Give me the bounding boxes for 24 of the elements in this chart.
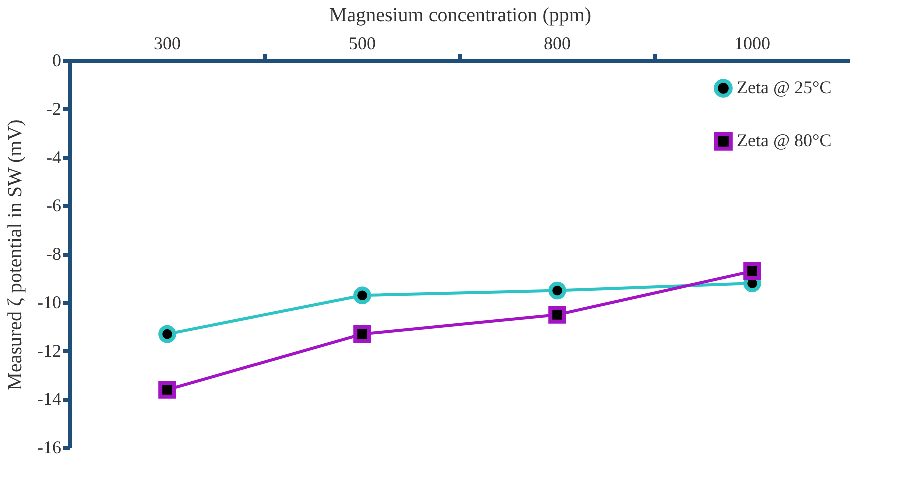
x-tick-label: 500 bbox=[349, 34, 376, 54]
y-tick-label: -12 bbox=[38, 340, 62, 361]
y-tick-label: 0 bbox=[52, 50, 62, 70]
y-tick-label: -2 bbox=[46, 98, 62, 119]
x-tick-label: 800 bbox=[544, 34, 571, 54]
y-tick-label: -10 bbox=[38, 292, 62, 312]
point bbox=[548, 282, 566, 300]
point bbox=[354, 325, 372, 344]
legend-label: Zeta @ 25°C bbox=[737, 78, 832, 98]
x-tick-label: 1000 bbox=[734, 34, 770, 54]
point bbox=[158, 325, 176, 344]
y-tick-label: -16 bbox=[38, 438, 62, 458]
y-tick-label: -8 bbox=[46, 244, 62, 264]
x-axis-title: Magnesium concentration (ppm) bbox=[329, 4, 592, 26]
point bbox=[744, 262, 762, 280]
point bbox=[354, 286, 372, 304]
legend-label: Zeta @ 80°C bbox=[737, 130, 832, 150]
point bbox=[548, 306, 566, 324]
y-tick-label: -14 bbox=[38, 389, 62, 410]
y-axis-title: Measured ζ potential in SW (mV) bbox=[4, 120, 27, 390]
y-tick-label: -4 bbox=[46, 147, 62, 168]
x-tick-label: 300 bbox=[154, 34, 181, 54]
y-tick-label: -6 bbox=[46, 196, 62, 216]
point bbox=[158, 381, 176, 399]
